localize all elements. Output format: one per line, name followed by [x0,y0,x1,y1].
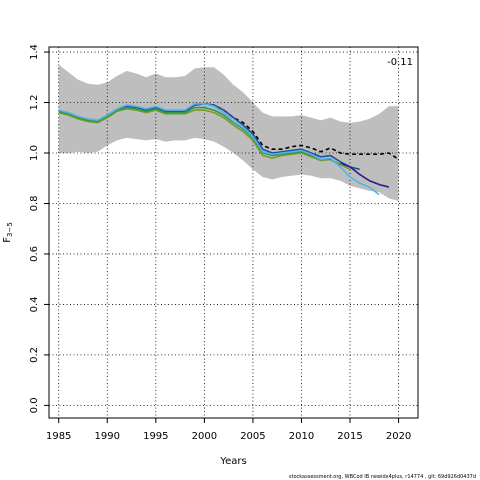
y-axis-title-subscript: 3−5 [6,222,14,237]
x-axis: 1985 1990 1995 2000 2005 2010 2015 2020 [46,418,411,442]
x-tick-label: 1990 [95,431,120,442]
grid-layer [49,47,418,418]
footer-credit: stockassessment.org, WBCod IB newidx4plu… [289,474,476,480]
y-axis-title: F3−5 [2,222,14,243]
series-line-3 [340,162,390,188]
x-tick-label: 2020 [386,431,411,442]
y-tick-label: 1.4 [29,44,40,60]
x-tick-label: 1985 [46,431,71,442]
series-layer [58,102,400,196]
confidence-band [58,64,399,201]
y-tick-label: 1.2 [29,95,40,111]
y-tick-label: 0.8 [29,196,40,212]
y-tick-label: 0.6 [29,246,40,262]
x-tick-label: 2000 [192,431,217,442]
y-axis-title-main: F [2,237,13,243]
confidence-band-layer [58,64,399,201]
svg-text:F3−5: F3−5 [2,222,14,243]
x-tick-label: 2005 [240,431,265,442]
series-line-6 [58,102,380,196]
series-line-1 [58,102,400,160]
x-tick-label: 2015 [337,431,362,442]
x-axis-title: Years [219,456,246,467]
bias-annotation: -0.11 [387,57,413,68]
series-line-5 [58,106,341,167]
y-tick-label: 0.2 [29,347,40,363]
y-tick-label: 1.0 [29,145,40,161]
y-axis: 0.0 0.2 0.4 0.6 0.8 1.0 1.2 1.4 [29,44,49,413]
x-tick-label: 2010 [289,431,314,442]
y-tick-label: 0.0 [29,397,40,413]
x-tick-label: 1995 [143,431,168,442]
series-line-4 [58,108,351,171]
y-tick-label: 0.4 [29,296,40,312]
plot-frame [48,46,419,419]
